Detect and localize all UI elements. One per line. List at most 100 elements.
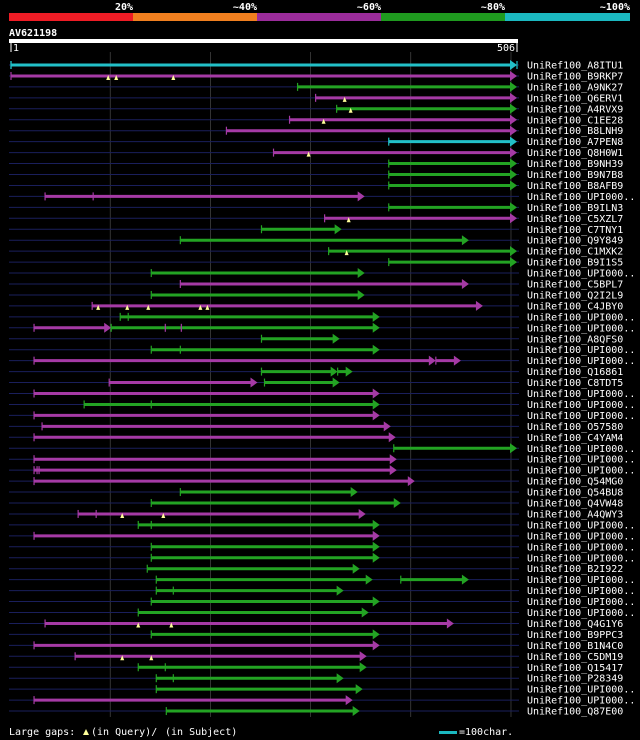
- hit-end-arrow: [393, 498, 401, 508]
- hit-label: UniRef100_Q2I2L9: [527, 290, 623, 301]
- hit-label: UniRef100_B8AFB9: [527, 181, 623, 192]
- hit-end-arrow: [510, 169, 517, 180]
- hit-row: UniRef100_C5DM19: [9, 651, 623, 663]
- hit-label: UniRef100_UPI000..: [527, 345, 635, 356]
- hit-label: UniRef100_UPI000..: [527, 269, 635, 280]
- hit-row: UniRef100_A4RVX9: [9, 103, 623, 115]
- hit-row: UniRef100_B1N4C0: [9, 640, 623, 652]
- hit-row: UniRef100_C4YAM4: [9, 432, 623, 444]
- hit-row: UniRef100_UPI000..: [9, 388, 635, 400]
- hit-end-arrow: [357, 268, 365, 279]
- query-start-label: 1: [13, 43, 19, 54]
- hit-end-arrow: [510, 103, 517, 114]
- hit-row: UniRef100_B9I1S5: [9, 257, 623, 269]
- query-gap-marker: [198, 304, 203, 310]
- hit-row: UniRef100_Q87E00: [9, 706, 623, 718]
- hit-end-arrow: [345, 695, 353, 706]
- hit-label: UniRef100_Q54BU8: [527, 488, 623, 499]
- hit-label: UniRef100_UPI000..: [527, 696, 635, 707]
- hit-row: UniRef100_UPI000..: [9, 410, 635, 422]
- hit-label: UniRef100_C5XZL7: [527, 214, 623, 225]
- hit-end-arrow: [332, 377, 340, 388]
- hit-row: UniRef100_UPI000..: [9, 399, 635, 411]
- hit-end-arrow: [510, 81, 517, 92]
- hit-end-arrow: [372, 344, 380, 355]
- hit-row: UniRef100_UPI000..: [9, 684, 635, 696]
- hit-end-arrow: [372, 519, 380, 530]
- hit-row: UniRef100_B9N7B8: [9, 169, 623, 181]
- hit-end-arrow: [510, 70, 517, 81]
- hit-label: UniRef100_B8LNH9: [527, 126, 623, 137]
- hit-rows: UniRef100_A8ITU1UniRef100_B9RKP7UniRef10…: [9, 60, 635, 718]
- query-end-label: 506: [497, 43, 515, 54]
- hit-row: UniRef100_UPI000..: [9, 596, 635, 608]
- hit-end-arrow: [336, 673, 344, 684]
- hit-label: UniRef100_UPI000..: [527, 685, 635, 696]
- hit-label: UniRef100_UPI000..: [527, 608, 635, 619]
- hit-label: UniRef100_UPI000..: [527, 444, 635, 455]
- hit-label: UniRef100_C4JBY0: [527, 301, 623, 312]
- query-gap-marker: [106, 74, 111, 80]
- hit-end-arrow: [355, 684, 363, 695]
- query-gap-marker-icon: [83, 729, 89, 735]
- hit-end-arrow: [352, 563, 360, 574]
- query-gap-marker: [114, 74, 119, 80]
- hit-label: UniRef100_Q54MG0: [527, 477, 623, 488]
- hit-row: UniRef100_UPI000..: [9, 585, 635, 597]
- hit-end-arrow: [372, 640, 380, 651]
- hit-label: UniRef100_UPI000..: [527, 389, 635, 400]
- hit-row: UniRef100_UPI000..: [9, 530, 635, 542]
- hit-row: UniRef100_B9RKP7: [9, 70, 623, 82]
- query-bar: [9, 39, 518, 43]
- hit-row: UniRef100_UPI000..: [9, 552, 635, 564]
- query-id: AV621198: [9, 28, 57, 39]
- hit-end-arrow: [372, 322, 380, 333]
- hit-label: UniRef100_B9NH39: [527, 159, 623, 170]
- hit-row: UniRef100_B9NH39: [9, 158, 623, 170]
- hit-row: UniRef100_Q4G1Y6: [9, 618, 623, 630]
- hit-end-arrow: [358, 508, 366, 519]
- hit-row: UniRef100_Q54BU8: [9, 487, 623, 499]
- scale-label-100: ~100%: [600, 2, 630, 13]
- scale-segment-100: [505, 13, 630, 21]
- hit-label: UniRef100_UPI000..: [527, 400, 635, 411]
- hit-end-arrow: [357, 191, 365, 202]
- hit-end-arrow: [372, 410, 380, 421]
- hit-end-arrow: [510, 125, 517, 136]
- hit-end-arrow: [510, 443, 517, 454]
- hit-end-arrow: [389, 465, 397, 476]
- scale-label-60: ~60%: [357, 2, 381, 13]
- scale-bar-icon: [439, 731, 457, 734]
- hit-label: UniRef100_B9PPC3: [527, 630, 623, 641]
- legend-in-subject-label: (in Subject): [165, 727, 237, 738]
- hit-row: UniRef100_UPI000..: [9, 355, 635, 367]
- hit-row: UniRef100_C1EE28: [9, 114, 623, 126]
- hit-label: UniRef100_C4YAM4: [527, 433, 623, 444]
- scale-segment-20: [9, 13, 133, 21]
- hit-row: UniRef100_O57580: [9, 421, 623, 433]
- hit-end-arrow: [510, 147, 517, 158]
- hit-label: UniRef100_P28349: [527, 674, 623, 685]
- legend-scale-label: =100char.: [459, 727, 513, 738]
- legend: Large gaps: (in Query)/ (in Subject) =10…: [9, 727, 513, 738]
- query-ruler: AV621198 1 506: [9, 28, 518, 54]
- hit-label: UniRef100_UPI000..: [527, 575, 635, 586]
- hit-label: UniRef100_UPI000..: [527, 312, 635, 323]
- hit-end-arrow: [510, 202, 517, 213]
- hit-row: UniRef100_C4JBY0: [9, 300, 623, 312]
- hit-label: UniRef100_A4QWY3: [527, 509, 623, 520]
- hit-end-arrow: [461, 574, 469, 585]
- hit-end-arrow: [334, 224, 342, 235]
- query-gap-marker: [321, 118, 326, 124]
- hit-label: UniRef100_Q16861: [527, 367, 623, 378]
- hit-row: UniRef100_UPI000..: [9, 695, 635, 707]
- hit-end-arrow: [359, 662, 367, 673]
- hit-row: UniRef100_UPI000..: [9, 322, 635, 334]
- hit-row: UniRef100_A9NK27: [9, 81, 623, 93]
- hit-row: UniRef100_C7TNY1: [9, 224, 623, 236]
- hit-row: UniRef100_Q6ERV1: [9, 92, 623, 104]
- hit-end-arrow: [372, 311, 380, 322]
- query-gap-marker: [149, 655, 154, 661]
- hit-label: UniRef100_Q9Y849: [527, 236, 623, 247]
- hit-row: UniRef100_UPI000..: [9, 519, 635, 531]
